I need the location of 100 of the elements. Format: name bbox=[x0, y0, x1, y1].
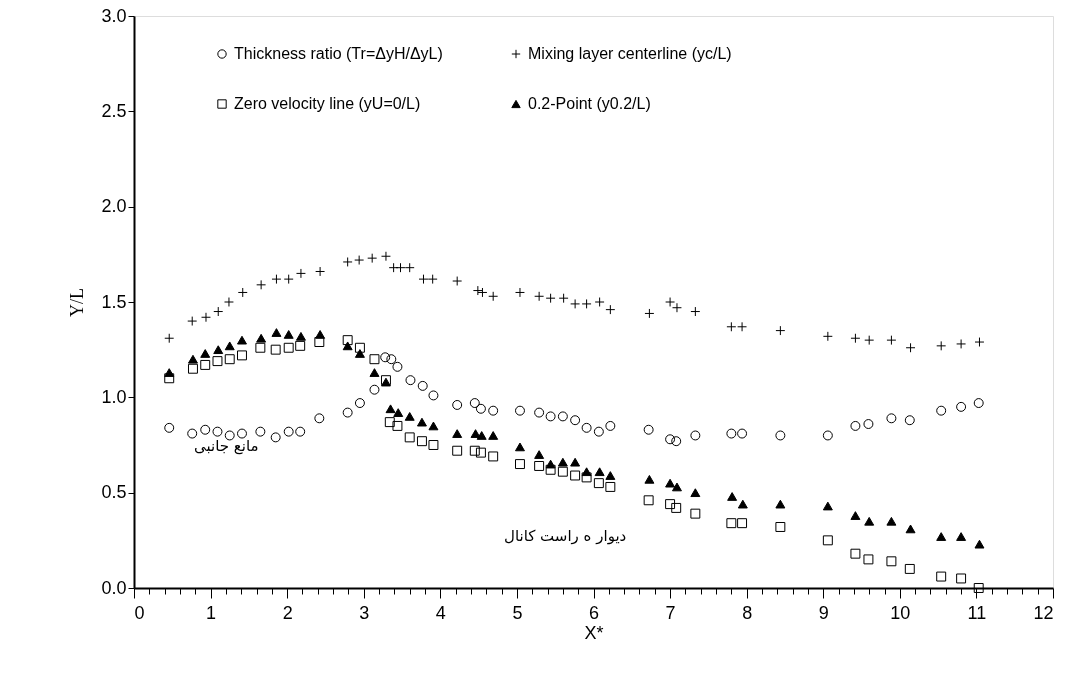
point bbox=[850, 420, 861, 431]
legend-label: Mixing layer centerline (yc/L) bbox=[528, 45, 732, 62]
x-tick-label: 8 bbox=[742, 602, 753, 623]
point bbox=[224, 341, 235, 351]
point bbox=[417, 380, 428, 391]
x-axis-title: X* bbox=[584, 622, 604, 643]
point bbox=[665, 434, 676, 445]
point bbox=[515, 405, 525, 416]
point bbox=[354, 342, 365, 353]
point bbox=[593, 478, 604, 489]
point bbox=[428, 440, 439, 450]
point bbox=[295, 340, 306, 351]
point bbox=[224, 354, 235, 365]
y-axis-title: Y/L bbox=[67, 288, 88, 317]
point bbox=[452, 429, 463, 438]
point bbox=[164, 422, 175, 433]
point bbox=[469, 398, 480, 409]
point bbox=[416, 436, 427, 447]
point bbox=[392, 361, 403, 372]
point bbox=[886, 413, 897, 424]
point bbox=[672, 482, 682, 492]
point bbox=[187, 428, 198, 439]
point bbox=[369, 354, 380, 365]
point bbox=[315, 330, 326, 339]
y-tick-label: 2.0 bbox=[101, 196, 127, 217]
point bbox=[515, 459, 525, 470]
point bbox=[188, 354, 198, 364]
point bbox=[200, 349, 211, 358]
point bbox=[354, 349, 365, 358]
point bbox=[212, 356, 223, 367]
point bbox=[850, 511, 861, 520]
point bbox=[488, 405, 499, 416]
point bbox=[581, 467, 592, 477]
point bbox=[469, 445, 480, 456]
point bbox=[581, 422, 592, 433]
point bbox=[270, 432, 281, 443]
point bbox=[404, 412, 415, 421]
point bbox=[200, 424, 211, 435]
x-tick-label: 5 bbox=[512, 602, 523, 623]
point bbox=[775, 430, 786, 441]
point bbox=[545, 464, 556, 475]
point bbox=[863, 554, 874, 565]
point bbox=[775, 522, 786, 532]
point bbox=[283, 330, 294, 339]
point bbox=[545, 459, 556, 469]
point bbox=[690, 488, 701, 498]
point bbox=[255, 426, 266, 437]
point bbox=[488, 451, 499, 462]
y-tick-label: 1.0 bbox=[101, 386, 127, 407]
point bbox=[593, 426, 604, 437]
point bbox=[956, 573, 967, 584]
point bbox=[515, 442, 525, 452]
point bbox=[342, 407, 353, 418]
point bbox=[354, 398, 365, 409]
point bbox=[452, 445, 463, 456]
annotation: دیوار ه راست کانال bbox=[504, 527, 627, 545]
point bbox=[392, 420, 403, 431]
point bbox=[428, 390, 439, 401]
legend-label: 0.2-Point (y0.2/L) bbox=[528, 95, 651, 112]
point bbox=[476, 431, 487, 440]
point bbox=[164, 373, 175, 384]
point bbox=[557, 411, 568, 422]
point bbox=[342, 335, 353, 346]
point bbox=[605, 471, 616, 480]
point bbox=[385, 404, 396, 414]
point bbox=[570, 457, 581, 467]
point bbox=[384, 417, 395, 428]
point bbox=[545, 411, 556, 422]
point bbox=[416, 417, 427, 427]
point bbox=[665, 499, 676, 510]
point bbox=[488, 431, 499, 440]
y-tick-label: 3.0 bbox=[101, 5, 127, 26]
annotation: مانع جانبی bbox=[194, 437, 259, 455]
point bbox=[428, 421, 439, 431]
point bbox=[864, 516, 875, 526]
point bbox=[188, 363, 198, 374]
x-tick-label: 7 bbox=[665, 602, 676, 623]
point bbox=[822, 535, 833, 546]
point bbox=[237, 335, 247, 345]
y-tick-label: 1.5 bbox=[101, 291, 127, 312]
x-tick-label: 0 bbox=[134, 602, 145, 623]
point bbox=[863, 419, 874, 429]
point bbox=[404, 432, 415, 443]
point bbox=[726, 428, 737, 439]
point bbox=[342, 341, 353, 351]
point bbox=[973, 583, 984, 593]
point bbox=[369, 384, 380, 395]
point bbox=[956, 401, 967, 412]
point bbox=[973, 398, 984, 409]
point bbox=[386, 354, 397, 365]
x-tick-label: 2 bbox=[282, 602, 293, 623]
x-tick-label: 11 bbox=[967, 602, 987, 623]
point bbox=[314, 413, 325, 424]
point bbox=[605, 420, 616, 431]
point bbox=[671, 502, 682, 513]
point bbox=[295, 331, 306, 341]
point bbox=[690, 430, 701, 441]
x-tick-label: 10 bbox=[890, 602, 911, 623]
point bbox=[475, 447, 486, 458]
point bbox=[369, 368, 380, 377]
